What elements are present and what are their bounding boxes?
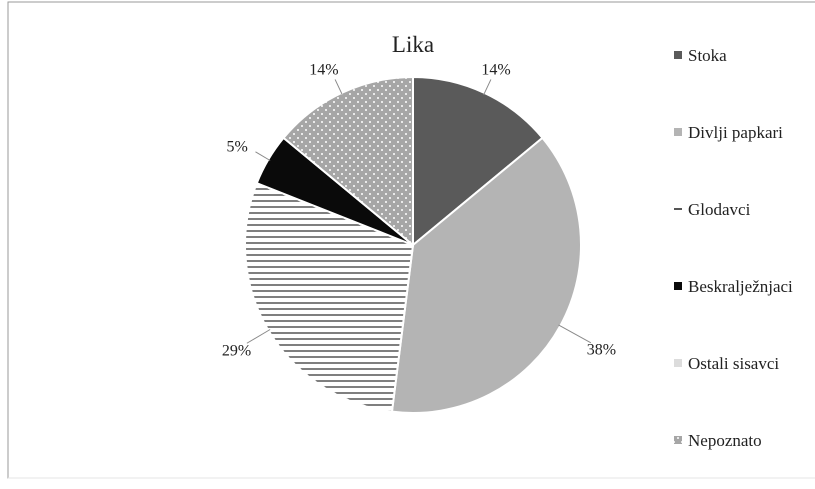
data-label-glodavci: 29%	[222, 342, 251, 359]
legend-swatch-beskraljeznjaci	[674, 282, 682, 290]
data-label-nepoznato: 14%	[309, 62, 338, 79]
legend-item-divlji-papkari: Divlji papkari	[674, 123, 783, 142]
legend-label-stoka: Stoka	[688, 46, 727, 65]
legend-item-beskraljeznjaci: Beskralježnjaci	[674, 277, 793, 296]
pie-slices	[244, 75, 582, 414]
data-label-divlji-papkari: 38%	[587, 342, 616, 359]
legend-item-stoka: Stoka	[674, 46, 727, 65]
chart-title: Lika	[392, 32, 434, 57]
legend-swatch-stoka	[674, 51, 682, 59]
pie-leader-lines	[246, 79, 592, 344]
leader-line-divlji-papkari	[558, 324, 592, 344]
legend-swatch-divlji-papkari	[674, 128, 682, 136]
legend-label-beskraljeznjaci: Beskralježnjaci	[688, 277, 793, 296]
legend: Stoka Divlji papkari Glodavci Beskralježnja…	[674, 46, 793, 450]
legend-item-glodavci: Glodavci	[674, 200, 751, 219]
data-label-stoka: 14%	[481, 62, 510, 79]
leader-line-stoka	[483, 79, 492, 96]
legend-swatch-nepoznato	[674, 436, 682, 444]
legend-label-nepoznato: Nepoznato	[688, 431, 762, 450]
legend-label-glodavci: Glodavci	[688, 200, 751, 219]
leader-line-beskraljeznjaci	[255, 151, 271, 161]
legend-swatch-ostali-sisavci	[674, 359, 682, 367]
data-label-beskraljeznjaci: 5%	[226, 139, 247, 156]
legend-label-divlji-papkari: Divlji papkari	[688, 123, 783, 142]
pie-data-labels: 14% 38% 29% 5% 14%	[222, 62, 616, 360]
legend-item-ostali-sisavci: Ostali sisavci	[674, 354, 779, 373]
leader-line-nepoznato	[334, 79, 343, 96]
legend-swatch-glodavci	[674, 208, 682, 210]
leader-line-glodavci	[246, 329, 271, 344]
legend-item-nepoznato: Nepoznato	[674, 431, 762, 450]
legend-label-ostali-sisavci: Ostali sisavci	[688, 354, 779, 373]
